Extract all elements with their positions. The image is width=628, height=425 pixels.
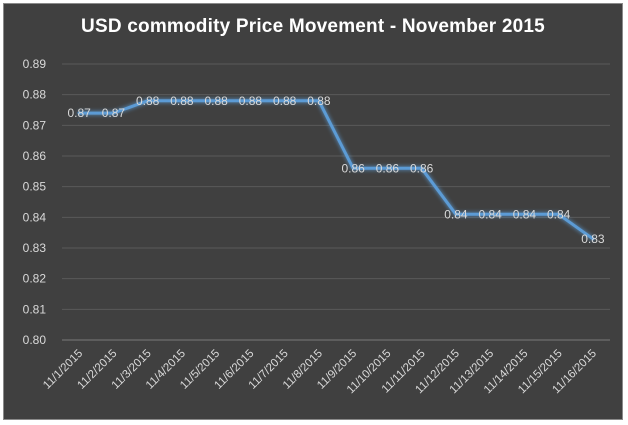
chart-frame: USD commodity Price Movement - November … [3, 3, 623, 420]
series-line [77, 99, 595, 241]
data-point [523, 213, 526, 216]
data-point [420, 167, 423, 170]
y-tick-label: 0.82 [23, 272, 47, 286]
data-label: 0.84 [478, 207, 502, 221]
chart-title: USD commodity Price Movement - November … [81, 16, 545, 37]
y-tick-label: 0.85 [23, 180, 47, 194]
y-tick-label: 0.88 [23, 88, 47, 102]
gridlines [62, 63, 610, 341]
data-label: 0.87 [102, 106, 126, 120]
y-tick-label: 0.83 [23, 241, 47, 255]
data-label: 0.84 [444, 207, 468, 221]
data-label: 0.84 [513, 207, 537, 221]
data-label: 0.86 [410, 161, 434, 175]
data-point [77, 111, 81, 115]
data-label: 0.88 [273, 94, 297, 108]
data-label: 0.86 [341, 161, 365, 175]
y-tick-label: 0.81 [23, 302, 47, 316]
line-chart: 0.80 0.81 0.82 0.83 0.84 0.85 0.86 0.87 0.88 0.89… [23, 57, 610, 397]
x-axis-ticks: 11/1/201511/2/201511/3/201511/4/201511/5… [41, 348, 599, 397]
data-labels: 0.87 0.87 0.88 0.88 0.88 0.88 0.88 0.88 0.86 0.86… [67, 94, 604, 246]
data-point [351, 167, 355, 170]
y-tick-label: 0.86 [23, 149, 47, 163]
data-point [317, 99, 321, 103]
data-label: 0.86 [376, 161, 400, 175]
data-label: 0.83 [581, 232, 605, 246]
data-label: 0.88 [170, 94, 194, 108]
y-tick-label: 0.89 [23, 57, 47, 71]
y-axis-ticks: 0.80 0.81 0.82 0.83 0.84 0.85 0.86 0.87 0.88 0.89 [23, 57, 47, 347]
y-tick-label: 0.84 [23, 210, 47, 224]
data-point [180, 99, 184, 103]
data-point [249, 99, 252, 103]
series-line-layer [77, 99, 595, 241]
data-point [112, 111, 115, 115]
data-label: 0.84 [547, 207, 571, 221]
y-tick-label: 0.87 [23, 118, 47, 132]
data-label: 0.87 [67, 106, 91, 120]
data-point [146, 99, 149, 103]
data-point [283, 99, 286, 103]
data-label: 0.88 [204, 94, 228, 108]
y-tick-label: 0.80 [23, 333, 47, 347]
data-point [214, 99, 218, 103]
data-label: 0.88 [239, 94, 263, 108]
data-point [557, 213, 560, 216]
data-label: 0.88 [307, 94, 331, 108]
data-point [386, 167, 389, 170]
data-point [591, 237, 595, 240]
data-point [488, 213, 492, 216]
data-label: 0.88 [136, 94, 160, 108]
data-point [454, 213, 458, 216]
